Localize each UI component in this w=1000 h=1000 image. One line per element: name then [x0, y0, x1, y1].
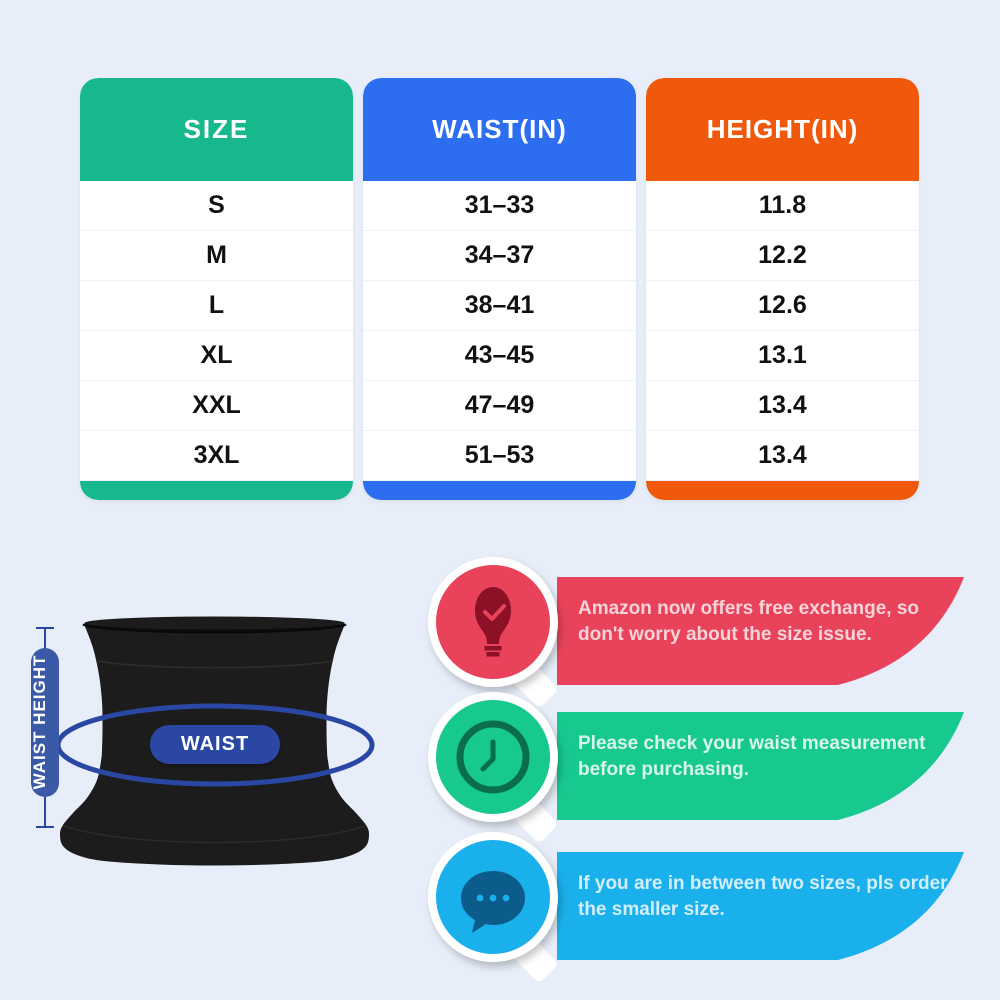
svg-text:WAIST HEIGHT: WAIST HEIGHT [30, 655, 49, 790]
